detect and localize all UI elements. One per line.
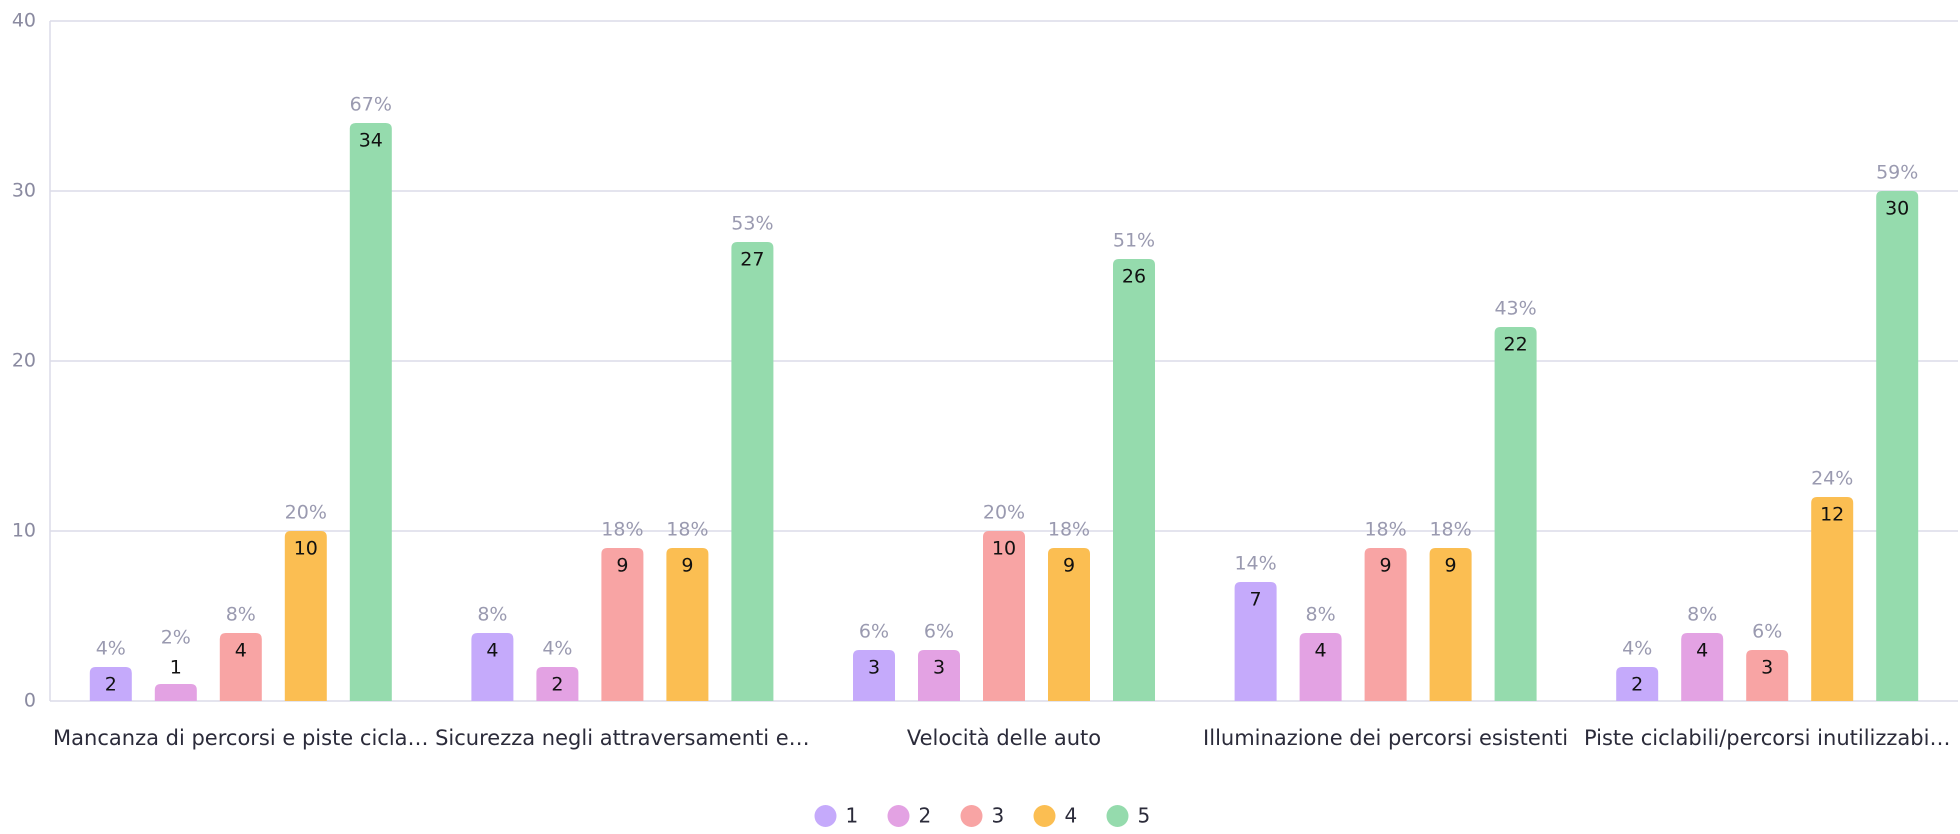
legend-label: 5 [1138, 804, 1151, 828]
bar [1234, 582, 1277, 701]
bar [983, 531, 1025, 701]
bar [471, 633, 514, 701]
bar [1429, 548, 1472, 701]
data-label: 4 [1696, 640, 1708, 662]
percent-label: 8% [1687, 604, 1717, 626]
bar [1811, 497, 1854, 701]
bar [349, 123, 392, 701]
legend-label: 2 [919, 804, 932, 828]
bar [89, 667, 132, 701]
bar [1494, 327, 1537, 701]
data-label: 22 [1504, 334, 1528, 356]
percent-label: 18% [1429, 519, 1471, 541]
y-tick-label: 20 [12, 350, 36, 372]
percent-label: 53% [731, 213, 773, 235]
data-label: 3 [868, 657, 880, 679]
legend-label: 3 [992, 804, 1005, 828]
x-tick-label: Mancanza di percorsi e piste cicla… [53, 726, 429, 750]
percent-label: 4% [1622, 638, 1652, 660]
percent-label: 59% [1876, 162, 1918, 184]
data-label: 4 [1315, 640, 1327, 662]
data-label: 27 [740, 249, 764, 271]
percent-label: 6% [1752, 621, 1782, 643]
legend-swatch [814, 805, 837, 827]
percent-label: 18% [1364, 519, 1406, 541]
bar [601, 548, 644, 701]
percent-label: 14% [1234, 553, 1276, 575]
legend-label: 4 [1065, 804, 1078, 828]
x-tick-label: Velocità delle auto [907, 726, 1101, 750]
data-label: 2 [1631, 674, 1643, 696]
x-tick-label: Sicurezza negli attraversamenti e… [435, 726, 810, 750]
percent-label: 18% [601, 519, 643, 541]
data-label: 10 [992, 538, 1016, 560]
data-label: 9 [616, 555, 628, 577]
data-label: 34 [359, 130, 383, 152]
bar [1616, 667, 1659, 701]
percent-label: 20% [285, 502, 327, 524]
y-tick-label: 40 [12, 10, 36, 32]
percent-label: 8% [1306, 604, 1336, 626]
data-label: 4 [235, 640, 247, 662]
data-label: 3 [933, 657, 945, 679]
bar [731, 242, 774, 701]
percent-label: 6% [924, 621, 954, 643]
bar [1364, 548, 1407, 701]
legend-label: 1 [846, 804, 859, 828]
y-tick-label: 0 [24, 690, 36, 712]
bar [219, 633, 262, 701]
data-label: 10 [294, 538, 318, 560]
data-label: 9 [681, 555, 693, 577]
data-label: 7 [1250, 589, 1262, 611]
legend-swatch [1033, 805, 1056, 827]
percent-label: 4% [96, 638, 126, 660]
percent-label: 6% [859, 621, 889, 643]
percent-label: 4% [542, 638, 572, 660]
legend-swatch [960, 805, 983, 827]
percent-label: 8% [226, 604, 256, 626]
percent-label: 67% [350, 94, 392, 116]
percent-label: 8% [477, 604, 507, 626]
bar [536, 667, 579, 701]
bar [284, 531, 327, 701]
percent-label: 20% [983, 502, 1025, 524]
x-tick-label: Illuminazione dei percorsi esistenti [1203, 726, 1568, 750]
bar [918, 650, 960, 701]
data-label: 26 [1122, 266, 1146, 288]
bar [1113, 259, 1155, 701]
data-label: 4 [486, 640, 498, 662]
data-label: 3 [1761, 657, 1773, 679]
data-label: 2 [551, 674, 563, 696]
x-tick-label: Piste ciclabili/percorsi inutilizzabi… [1584, 726, 1951, 750]
percent-label: 51% [1113, 230, 1155, 252]
bar [1876, 191, 1919, 701]
percent-label: 2% [161, 627, 191, 649]
bar [1681, 633, 1724, 701]
bar [1048, 548, 1090, 701]
percent-label: 18% [666, 519, 708, 541]
percent-label: 43% [1494, 298, 1536, 320]
data-label: 30 [1885, 198, 1909, 220]
bar [853, 650, 895, 701]
percent-label: 18% [1048, 519, 1090, 541]
data-label: 9 [1063, 555, 1075, 577]
bar [1746, 650, 1789, 701]
data-label: 12 [1820, 504, 1844, 526]
data-label: 9 [1445, 555, 1457, 577]
data-label: 2 [105, 674, 117, 696]
legend-swatch [887, 805, 910, 827]
legend-swatch [1106, 805, 1129, 827]
bar [1299, 633, 1342, 701]
y-tick-label: 10 [12, 520, 36, 542]
y-tick-label: 30 [12, 180, 36, 202]
data-label: 1 [170, 657, 182, 679]
percent-label: 24% [1811, 468, 1853, 490]
bar [154, 684, 197, 701]
data-label: 9 [1380, 555, 1392, 577]
bar [666, 548, 709, 701]
